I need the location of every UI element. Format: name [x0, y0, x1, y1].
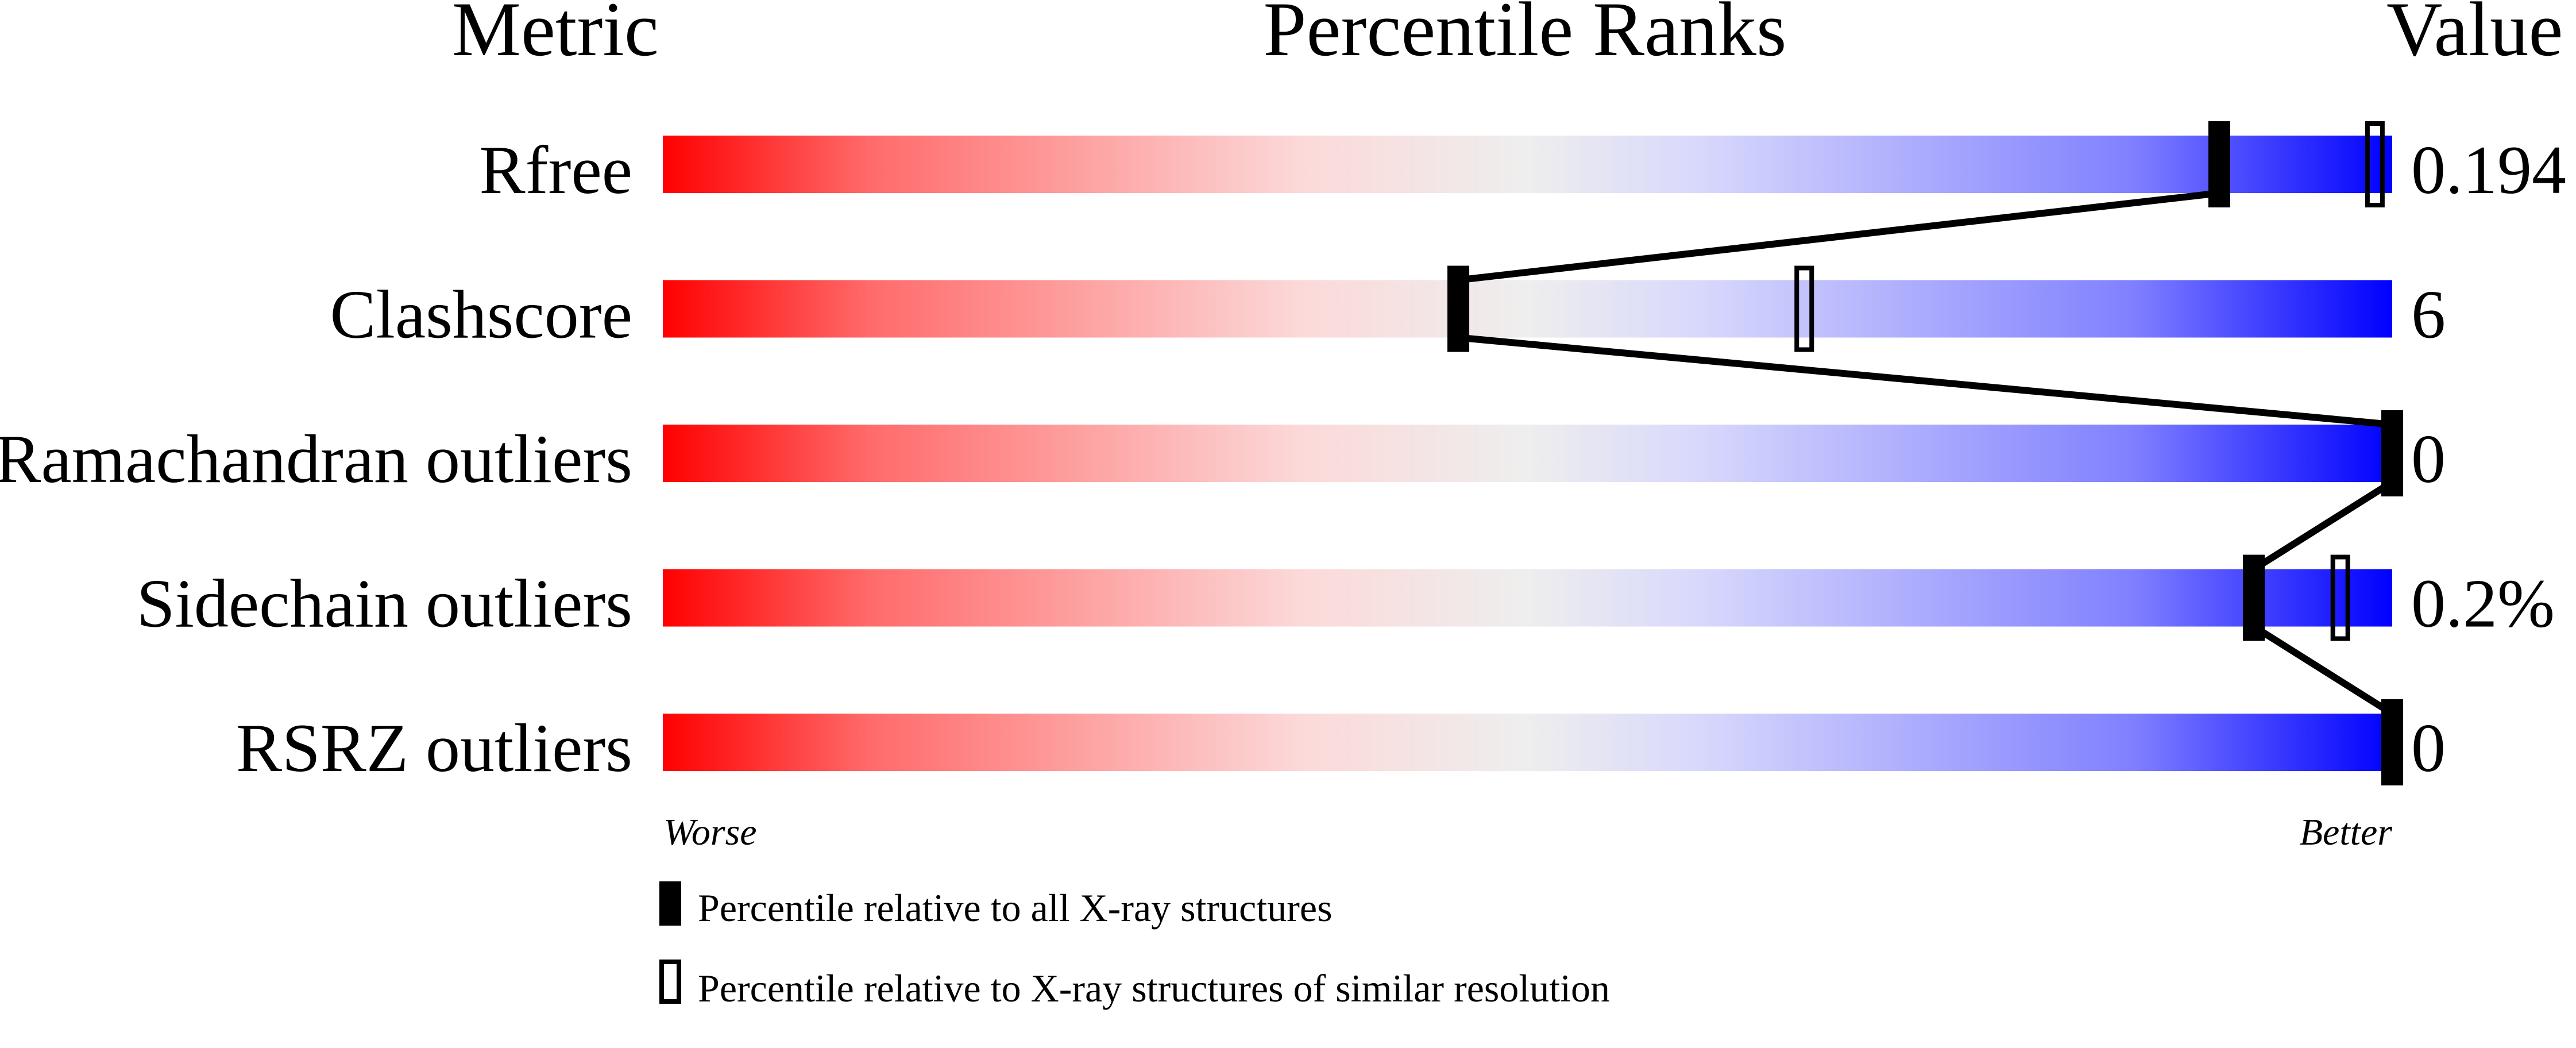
similar-resolution-marker	[2330, 554, 2350, 641]
legend-open-label: Percentile relative to X-ray structures …	[698, 966, 1610, 1010]
header-value: Value	[2386, 0, 2563, 72]
metric-label: RSRZ outliers	[236, 710, 632, 786]
metric-value: 0.2%	[2411, 565, 2555, 642]
header-metric: Metric	[452, 0, 659, 72]
connector-line	[2251, 479, 2395, 572]
percentile-bar	[663, 569, 2392, 627]
connector-line	[1458, 334, 2393, 428]
metric-label: Sidechain outliers	[137, 565, 632, 642]
percentile-bar	[663, 136, 2392, 193]
legend-open-marker	[659, 960, 681, 1004]
connector-line	[2251, 623, 2395, 717]
all-structures-marker	[2381, 410, 2403, 496]
percentile-bar	[663, 425, 2392, 482]
metric-value: 0	[2411, 710, 2446, 786]
connector-line	[1458, 190, 2220, 284]
similar-resolution-marker	[1794, 265, 1814, 352]
better-label: Better	[2300, 811, 2393, 853]
metric-label: Ramachandran outliers	[0, 421, 632, 497]
all-structures-marker	[1447, 265, 1470, 352]
metric-value: 0.194	[2411, 132, 2566, 208]
metric-label: Clashscore	[330, 276, 632, 353]
similar-resolution-marker	[2365, 121, 2385, 207]
legend-filled-label: Percentile relative to all X-ray structu…	[698, 886, 1333, 930]
header-percentile-ranks: Percentile Ranks	[1264, 0, 1787, 72]
metric-value: 0	[2411, 421, 2446, 497]
rows: Rfree 0.194 Clashscore 6 Ramachandran outlie…	[0, 121, 2566, 786]
all-structures-marker	[2381, 699, 2403, 785]
all-structures-marker	[2243, 554, 2265, 641]
all-structures-marker	[2208, 121, 2230, 207]
worse-label: Worse	[663, 811, 757, 853]
percentile-bar	[663, 714, 2392, 771]
percentile-bar	[663, 280, 2392, 338]
metric-value: 6	[2411, 276, 2446, 353]
metric-label: Rfree	[480, 132, 632, 208]
legend-filled-marker	[659, 881, 681, 926]
